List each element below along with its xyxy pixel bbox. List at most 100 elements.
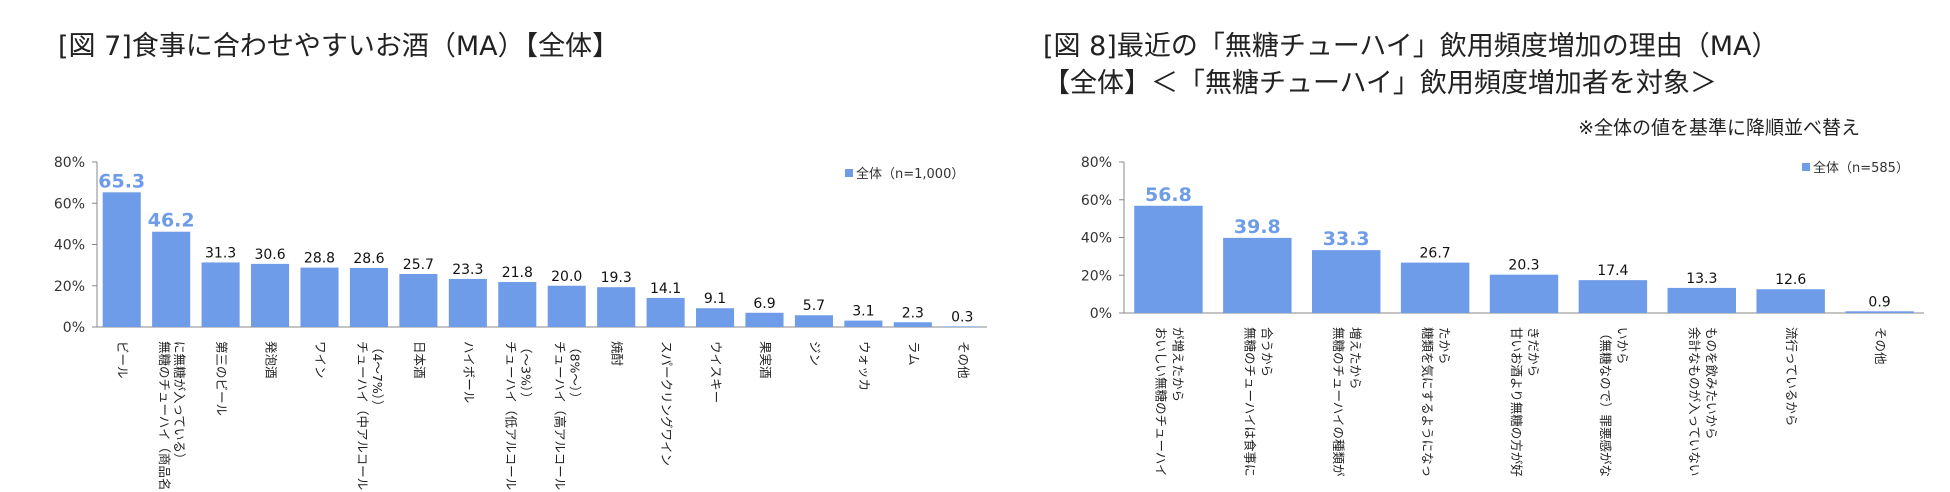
chart1-data-label: 30.6 <box>254 247 285 263</box>
chart2-bar <box>1134 205 1203 313</box>
chart2-category-label: が増えたから <box>1170 327 1185 402</box>
chart1-bar <box>547 285 586 327</box>
chart2-bar <box>1756 289 1825 313</box>
chart1-bar <box>251 263 290 327</box>
chart1-category-label: （～3%）） <box>518 341 533 405</box>
chart2-category-label: いから <box>1615 327 1630 365</box>
chart1-bar <box>448 278 487 327</box>
chart2-bar <box>1489 274 1559 313</box>
chart1-data-label: 28.8 <box>304 251 335 267</box>
chart1-category-label: 発泡酒 <box>264 341 279 379</box>
chart1-bar <box>943 326 982 327</box>
chart1-category-label: 日本酒 <box>412 341 427 379</box>
chart1-axis: 0% 20% 40% 60% 80% <box>54 155 987 336</box>
chart2-category-label: 流行っているから <box>1784 327 1799 426</box>
chart1-legend-swatch <box>845 169 853 177</box>
chart2-axis: 0% 20% 40% 60% 80% <box>1081 155 1924 322</box>
chart2-category-label: 余計なものが入っていない <box>1687 327 1702 476</box>
chart1-bar <box>102 192 141 327</box>
chart1-category-label: （8%～）） <box>568 341 583 405</box>
chart2-title-line1: [図 8]最近の「無糖チューハイ」飲用頻度増加の理由（MA） <box>1043 31 1779 62</box>
chart1-data-label: 2.3 <box>902 305 924 321</box>
chart1-category-label: ジン <box>807 341 822 366</box>
chart1-bar <box>399 273 438 327</box>
chart2-category-label: 増えたから <box>1348 327 1363 390</box>
chart1-category-label: チューハイ（低アルコール <box>503 341 518 490</box>
chart2-data-label: 56.8 <box>1145 184 1192 206</box>
chart2-category-label: （無糖なので）罪悪感がな <box>1598 327 1613 477</box>
chart1-category-label: その他 <box>956 341 971 379</box>
chart2-category-label: 糖類を気にするようになっ <box>1420 327 1435 477</box>
chart2-legend-swatch <box>1802 163 1810 171</box>
chart2-category-label: 甘いお酒より無糖の方が好 <box>1509 327 1524 477</box>
chart1-data-label: 46.2 <box>148 210 195 232</box>
chart2-category-label: たから <box>1437 327 1452 365</box>
chart1-data-label: 31.3 <box>205 245 236 261</box>
chart2-category-label: 合うから <box>1259 327 1274 377</box>
chart1-data-label: 20.0 <box>551 269 582 285</box>
chart1-y-tick-label: 20% <box>54 279 85 295</box>
chart2-data-label: 39.8 <box>1234 216 1281 238</box>
chart1-data-label: 23.3 <box>452 262 483 278</box>
chart2-y-tick-label: 40% <box>1081 231 1112 247</box>
chart1-y-tick-label: 60% <box>54 196 85 212</box>
chart1-data-label: 19.3 <box>601 270 632 286</box>
chart1-category-label: 無糖のチューハイ（商品名 <box>157 341 172 491</box>
chart2-data-label: 17.4 <box>1597 263 1628 279</box>
chart1-category-label: チューハイ（高アルコール <box>553 341 568 490</box>
chart1-bar <box>696 308 735 327</box>
chart1-category-label: ビール <box>115 341 130 379</box>
chart1-bar <box>498 282 537 327</box>
chart1-bar <box>794 315 833 327</box>
chart1-category-label: 果実酒 <box>758 341 773 379</box>
chart2-data-label: 33.3 <box>1323 228 1370 250</box>
chart1-data-label: 21.8 <box>502 265 533 281</box>
chart1-y-tick-label: 0% <box>63 320 85 336</box>
chart1-bar <box>300 267 339 327</box>
chart1-y-tick-label: 80% <box>54 155 85 171</box>
chart1-category-label: に無糖が入っている） <box>172 341 187 465</box>
chart1-bar <box>745 312 784 327</box>
chart2-data-label: 26.7 <box>1420 246 1451 262</box>
chart1-category-label: 焼酎 <box>610 341 625 366</box>
chart1-data-label: 6.9 <box>753 296 775 312</box>
chart1-bar <box>201 262 240 327</box>
chart2-y-tick-label: 60% <box>1081 193 1112 209</box>
chart1-category-label: ハイボール <box>461 341 476 403</box>
chart2-y-tick-label: 80% <box>1081 155 1112 171</box>
chart2-sort-note: ※全体の値を基準に降順並べ替え <box>1578 117 1860 139</box>
chart1-data-label: 9.1 <box>704 291 726 307</box>
chart2-category-label: 無糖のチューハイの種類が <box>1331 327 1346 477</box>
chart1-bar <box>893 322 932 327</box>
chart1-category-label: ラム <box>906 341 921 366</box>
chart1-category-label: チューハイ（中アルコール <box>355 341 370 490</box>
chart1-data-label: 25.7 <box>403 257 434 273</box>
chart2-bar <box>1578 280 1648 313</box>
chart2-category-label: ものを飲みたいから <box>1704 327 1719 440</box>
chart1-category-label: ウォッカ <box>857 341 872 391</box>
chart2-data-label: 0.9 <box>1868 294 1890 310</box>
chart2-legend: 全体（n=585） <box>1802 160 1909 176</box>
chart1-bars: 65.3 ビール 46.2 無糖のチューハイ（商品名 に無糖が入っている） 31.3 第三の… <box>98 170 982 491</box>
chart1-category-label: ウイスキー <box>709 341 724 403</box>
chart1-data-label: 28.6 <box>353 251 384 267</box>
chart1-category-label: 第三のビール <box>214 341 229 416</box>
chart2-bars: 56.8 おいしい無糖のチューハイ が増えたから 39.8 無糖のチューハイは食事に 合う… <box>1134 184 1914 477</box>
chart2-bar <box>1667 287 1736 313</box>
chart1-data-label: 65.3 <box>98 170 145 192</box>
chart2-bar <box>1845 311 1914 313</box>
chart2-y-tick-label: 0% <box>1090 306 1112 322</box>
chart2-title-line2: 【全体】＜「無糖チューハイ」飲用頻度増加者を対象＞ <box>1043 68 1717 99</box>
chart2-legend-label: 全体（n=585） <box>1813 160 1909 176</box>
chart2-bar <box>1312 250 1381 313</box>
chart1-legend: 全体（n=1,000） <box>845 166 964 182</box>
chart1-category-label: ワイン <box>313 341 328 379</box>
chart1-bar <box>152 231 191 327</box>
chart1-title: [図 7]食事に合わせやすいお酒（MA）【全体】 <box>58 31 620 62</box>
chart1-category-label: （4～7%）） <box>370 341 385 413</box>
chart2-data-label: 12.6 <box>1775 272 1806 288</box>
chart2-category-label: おいしい無糖のチューハイ <box>1153 327 1168 477</box>
chart1-data-label: 14.1 <box>650 281 681 297</box>
